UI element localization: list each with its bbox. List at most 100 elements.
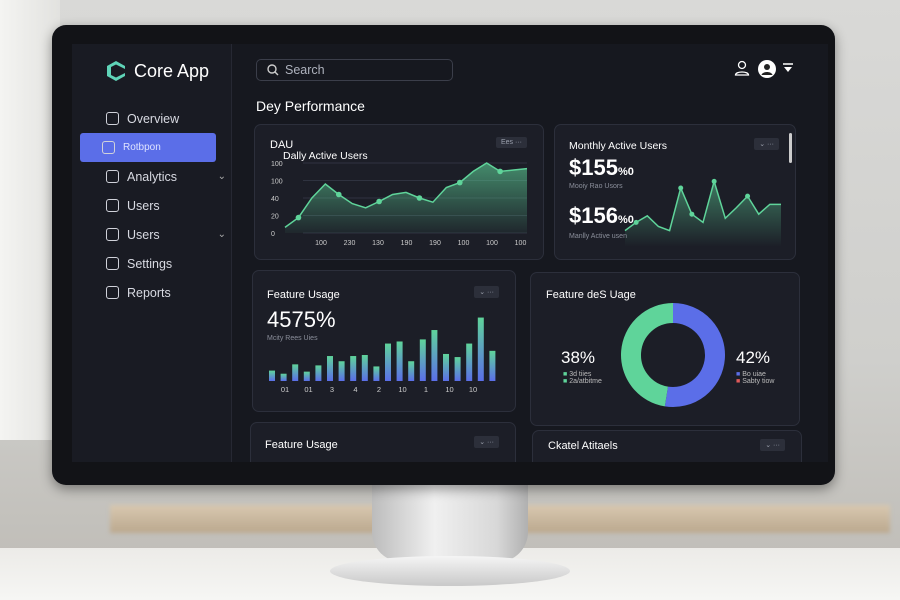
x-tick-label: 10 — [398, 385, 406, 394]
logo[interactable]: Core App — [106, 60, 209, 82]
bar — [431, 330, 438, 381]
dau-label: DAU — [270, 139, 294, 151]
dau-title: Dally Active Users — [283, 150, 368, 162]
chevron-down-icon[interactable]: ⌄ — [217, 171, 226, 182]
x-tick-label: 2 — [377, 385, 381, 394]
feature-value: 4575% — [267, 307, 336, 332]
x-tick-label: 1 — [424, 385, 428, 394]
search-input[interactable]: Search — [256, 59, 453, 81]
feature-title: Feature Usage — [267, 289, 340, 301]
bar — [315, 365, 322, 381]
mau-unit-2: %0 — [617, 214, 634, 226]
area-fill — [285, 163, 527, 233]
feature-menu-button[interactable]: ⌄ ··· — [474, 286, 499, 298]
bar — [466, 343, 473, 381]
sidebar-item-users[interactable]: Users ⌄ — [84, 220, 234, 249]
donut-slice — [621, 303, 674, 407]
bar — [361, 355, 368, 381]
sidebar-item-settings[interactable]: Settings — [84, 249, 234, 278]
x-tick-label: 01 — [304, 385, 312, 394]
sidebar-item-users[interactable]: Users — [84, 191, 234, 220]
mau-sub-2: Manlly Active usen — [569, 233, 627, 240]
sidebar-item-reports[interactable]: Reports — [84, 278, 234, 307]
x-tick-label: 100 — [515, 240, 527, 247]
mau-value-2: $156 — [569, 203, 618, 228]
sidebar-item-overview[interactable]: Overview — [84, 104, 234, 133]
sidebar-item-analytics[interactable]: Analytics ⌄ — [84, 162, 234, 191]
bar — [489, 350, 496, 381]
donut-left-value: 38% — [561, 348, 596, 367]
logo-icon — [107, 61, 125, 81]
overview-icon — [106, 112, 119, 125]
y-tick-label: 40 — [271, 196, 279, 203]
bar — [396, 341, 403, 381]
data-point — [376, 198, 382, 205]
users-icon — [106, 199, 119, 212]
reports-icon — [106, 286, 119, 299]
data-point — [456, 179, 463, 186]
feature-usage-card-2: Feature Usage ⌄ ··· — [250, 422, 516, 462]
feature2-title: Feature Usage — [265, 439, 338, 451]
user-icon[interactable] — [734, 60, 750, 76]
scrollbar[interactable] — [789, 133, 792, 163]
x-tick-label: 01 — [281, 385, 289, 394]
sidebar-item-label: Analytics — [127, 169, 178, 184]
bar — [280, 373, 287, 381]
chevron-down-icon[interactable]: ⌄ — [217, 229, 226, 240]
avatar[interactable] — [758, 60, 776, 78]
x-tick-label: 10 — [469, 385, 477, 394]
sidebar-item-label: Reports — [127, 285, 171, 300]
data-point — [416, 195, 423, 201]
screen: Core App Overview Rotbpon Analytics ⌄ Users U… — [72, 44, 828, 462]
sidebar-nav: Overview Rotbpon Analytics ⌄ Users Users ⌄ Sett… — [80, 104, 234, 307]
legend-item: Sabty tiow — [742, 378, 775, 385]
legend-item: Bo uiae — [742, 371, 766, 378]
search-icon — [267, 64, 279, 76]
mau-value-1: $155 — [569, 155, 618, 180]
legend-item: 2a/atbitme — [569, 378, 602, 385]
donut-chart — [621, 303, 725, 407]
feature-bar-chart: 01 01 3 4 2 10 1 10 10 — [269, 317, 496, 394]
donut-slice — [664, 303, 725, 407]
mau-menu-button[interactable]: ⌄ ··· — [754, 138, 779, 150]
sidebar-item-label: Users — [127, 227, 160, 242]
window-background — [0, 0, 60, 440]
x-tick-label: 100 — [315, 240, 327, 247]
feature2-menu-button[interactable]: ⌄ ··· — [474, 436, 499, 448]
bar — [419, 339, 426, 381]
x-tick-label: 3 — [330, 385, 334, 394]
data-point — [497, 168, 503, 175]
dropdown-menu-icon[interactable] — [783, 63, 793, 73]
mau-card: Monthly Active Users ⌄ ··· $155%0 Mooiy … — [554, 124, 796, 260]
y-tick-label: 100 — [271, 179, 283, 186]
bottom-right-title: Ckatel Atitaels — [548, 440, 618, 452]
x-tick-label: 4 — [353, 385, 357, 394]
bar — [443, 353, 449, 381]
data-point — [745, 193, 751, 199]
donut-card: Feature deS Uage 38% ■ 3d tiies ■ 2a/atbi… — [530, 272, 800, 426]
mau-sub-1: Mooiy Rao Usors — [569, 183, 623, 190]
mau-title: Monthly Active Users — [569, 140, 668, 152]
dau-menu-button[interactable]: Ees ··· — [496, 137, 527, 148]
bottom-right-card: Ckatel Atitaels ⌄ ··· — [532, 430, 802, 462]
x-tick-label: 190 — [429, 240, 441, 247]
y-tick-label: 20 — [271, 214, 279, 221]
bar — [408, 361, 415, 381]
monitor-stand — [372, 482, 528, 562]
home-icon — [102, 141, 115, 154]
data-point — [295, 214, 302, 221]
bottom-right-menu-button[interactable]: ⌄ ··· — [760, 439, 785, 451]
bar — [350, 356, 357, 381]
analytics-icon — [106, 170, 119, 183]
sidebar-item-label: Settings — [127, 256, 173, 271]
sidebar-item-rotbpon[interactable]: Rotbpon — [80, 133, 216, 162]
dau-card: DAU Dally Active Users Ees ··· 0 20 40 100 1… — [254, 124, 544, 260]
mau-unit-1: %0 — [617, 166, 634, 178]
legend-item: 3d tiies — [569, 371, 592, 378]
bar — [385, 343, 391, 381]
bar — [373, 366, 380, 381]
monitor-base — [330, 556, 570, 586]
bar — [269, 370, 275, 381]
bar — [477, 317, 484, 381]
series-line — [284, 162, 528, 229]
